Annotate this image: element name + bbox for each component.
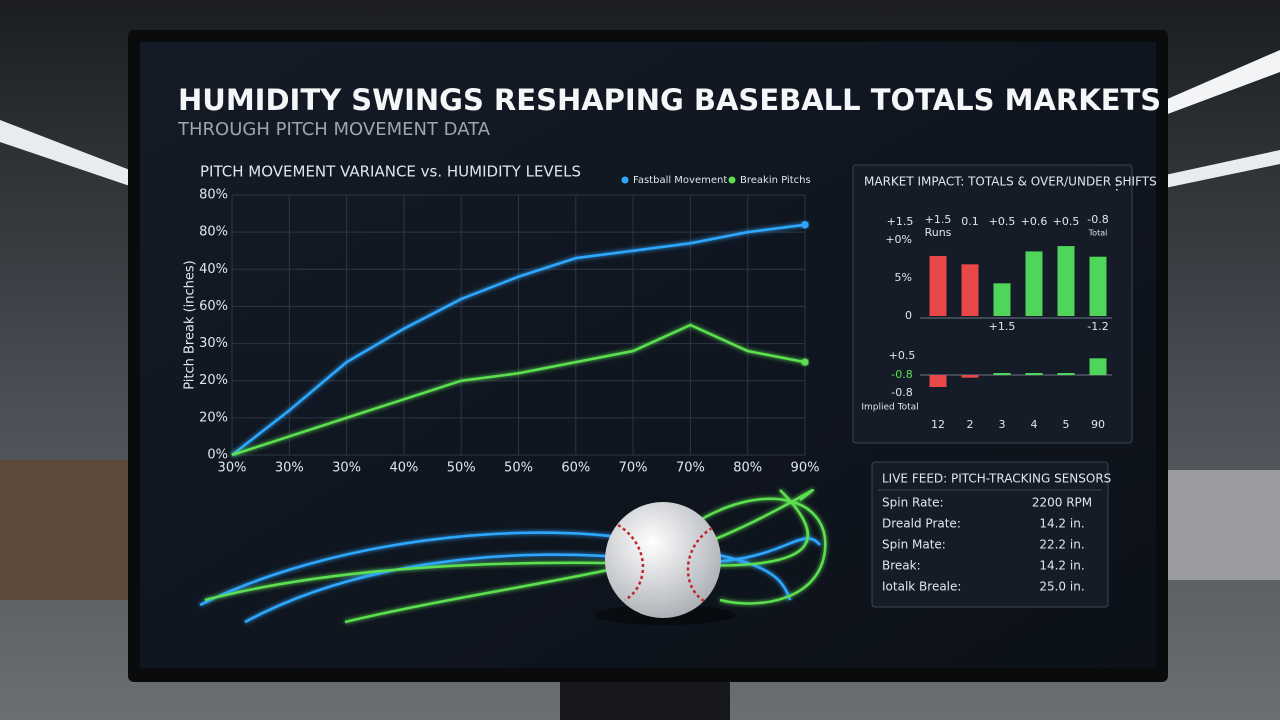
x-tick-label: 3 bbox=[999, 418, 1006, 431]
annotation: 0.1 bbox=[961, 215, 979, 228]
annotation: Total bbox=[1088, 229, 1108, 238]
end-dot bbox=[801, 221, 809, 229]
feed-label: Spin Mate: bbox=[882, 538, 946, 552]
y-tick-label: 20% bbox=[199, 410, 228, 425]
y-tick-label: 0 bbox=[905, 309, 912, 322]
ceiling-light bbox=[1165, 50, 1280, 115]
end-dot bbox=[801, 358, 809, 366]
bar bbox=[1025, 251, 1043, 316]
annotation: -0.8 bbox=[891, 386, 912, 399]
bar bbox=[961, 375, 979, 378]
x-tick-label: 40% bbox=[389, 461, 418, 476]
legend-label: Fastball Movement bbox=[633, 175, 727, 186]
feed-value: 25.0 in. bbox=[1039, 580, 1084, 594]
x-tick-label: 70% bbox=[619, 461, 648, 476]
bar bbox=[1057, 373, 1075, 375]
annotation: +1.5 bbox=[887, 215, 914, 228]
stitch bbox=[686, 526, 713, 604]
ceiling-light bbox=[1165, 150, 1280, 188]
ceiling-light bbox=[0, 120, 130, 186]
y-tick-label: 80% bbox=[199, 225, 228, 240]
y-axis-label: Implied Total bbox=[861, 403, 918, 413]
bar bbox=[961, 264, 979, 316]
feed-value: 22.2 in. bbox=[1039, 538, 1084, 552]
baseball bbox=[605, 502, 721, 618]
feed-value: 14.2 in. bbox=[1039, 517, 1084, 531]
y-tick-label: 60% bbox=[199, 299, 228, 314]
feed-label: Iotalk Breale: bbox=[882, 580, 961, 594]
chart-title: PITCH MOVEMENT VARIANCE vs. HUMIDITY LEV… bbox=[200, 163, 581, 181]
feed-label: Spin Rate: bbox=[882, 496, 944, 510]
y-tick-label: 80% bbox=[199, 188, 228, 203]
y-axis-label: Pitch Break (inches) bbox=[183, 260, 198, 390]
series-line bbox=[231, 323, 806, 457]
y-tick-label: 30% bbox=[199, 336, 228, 351]
annotation: +0.5 bbox=[989, 215, 1016, 228]
bar bbox=[1089, 256, 1107, 316]
legend-dot bbox=[621, 176, 629, 184]
x-tick-label: 50% bbox=[504, 461, 533, 476]
feed-label: Dreald Prate: bbox=[882, 517, 961, 531]
x-tick-label: 5 bbox=[1063, 418, 1070, 431]
panel-title: MARKET IMPACT: TOTALS & OVER/UNDER SHIFT… bbox=[864, 175, 1157, 189]
desk bbox=[1165, 470, 1280, 580]
x-tick-label: 4 bbox=[1031, 418, 1038, 431]
bar bbox=[929, 255, 947, 316]
stitch bbox=[617, 523, 645, 602]
feed-value: 2200 RPM bbox=[1032, 496, 1092, 510]
feed-panel bbox=[871, 461, 1109, 608]
y-tick-label: 20% bbox=[199, 373, 228, 388]
x-tick-label: 12 bbox=[931, 418, 945, 431]
series-line bbox=[231, 223, 806, 456]
annotation: +0.5 bbox=[1053, 215, 1080, 228]
bar bbox=[929, 375, 947, 387]
menu-icon[interactable]: ⋮ bbox=[1111, 179, 1124, 194]
x-tick-label: 90% bbox=[791, 461, 820, 476]
bar bbox=[1057, 246, 1075, 316]
bar bbox=[993, 283, 1011, 316]
x-tick-label: 70% bbox=[676, 461, 705, 476]
x-tick-label: 30% bbox=[218, 461, 247, 476]
annotation: Runs bbox=[925, 226, 952, 239]
legend-dot bbox=[728, 176, 736, 184]
feed-label: Break: bbox=[882, 559, 921, 573]
title: HUMIDITY SWINGS RESHAPING BASEBALL TOTAL… bbox=[178, 83, 1161, 117]
y-tick-label: 40% bbox=[199, 262, 228, 277]
x-tick-label: 2 bbox=[967, 418, 974, 431]
x-tick-label: 60% bbox=[561, 461, 590, 476]
feed-title: LIVE FEED: PITCH-TRACKING SENSORS bbox=[882, 472, 1111, 486]
subtitle: THROUGH PITCH MOVEMENT DATA bbox=[177, 119, 491, 140]
annotation: +0.6 bbox=[1021, 215, 1048, 228]
y-tick-label: 0% bbox=[207, 448, 228, 463]
annotation: -0.8 bbox=[891, 368, 912, 381]
feed-value: 14.2 in. bbox=[1039, 559, 1084, 573]
x-tick-label: 30% bbox=[332, 461, 361, 476]
y-tick-label: +0% bbox=[885, 233, 912, 246]
annotation: -0.8 bbox=[1087, 213, 1108, 226]
x-tick-label: 50% bbox=[447, 461, 476, 476]
annotation: +1.5 bbox=[925, 213, 952, 226]
x-tick-label: 80% bbox=[733, 461, 762, 476]
cabinet bbox=[0, 460, 130, 600]
legend-label: Breakin Pitchs bbox=[740, 175, 811, 186]
x-tick-label: 90 bbox=[1091, 418, 1105, 431]
annotation: +1.5 bbox=[989, 320, 1016, 333]
x-tick-label: 30% bbox=[275, 461, 304, 476]
bar bbox=[993, 373, 1011, 375]
bar bbox=[1089, 358, 1107, 375]
bar bbox=[1025, 373, 1043, 375]
y-tick-label: 5% bbox=[895, 271, 912, 284]
annotation: -1.2 bbox=[1087, 320, 1108, 333]
annotation: +0.5 bbox=[889, 349, 916, 362]
